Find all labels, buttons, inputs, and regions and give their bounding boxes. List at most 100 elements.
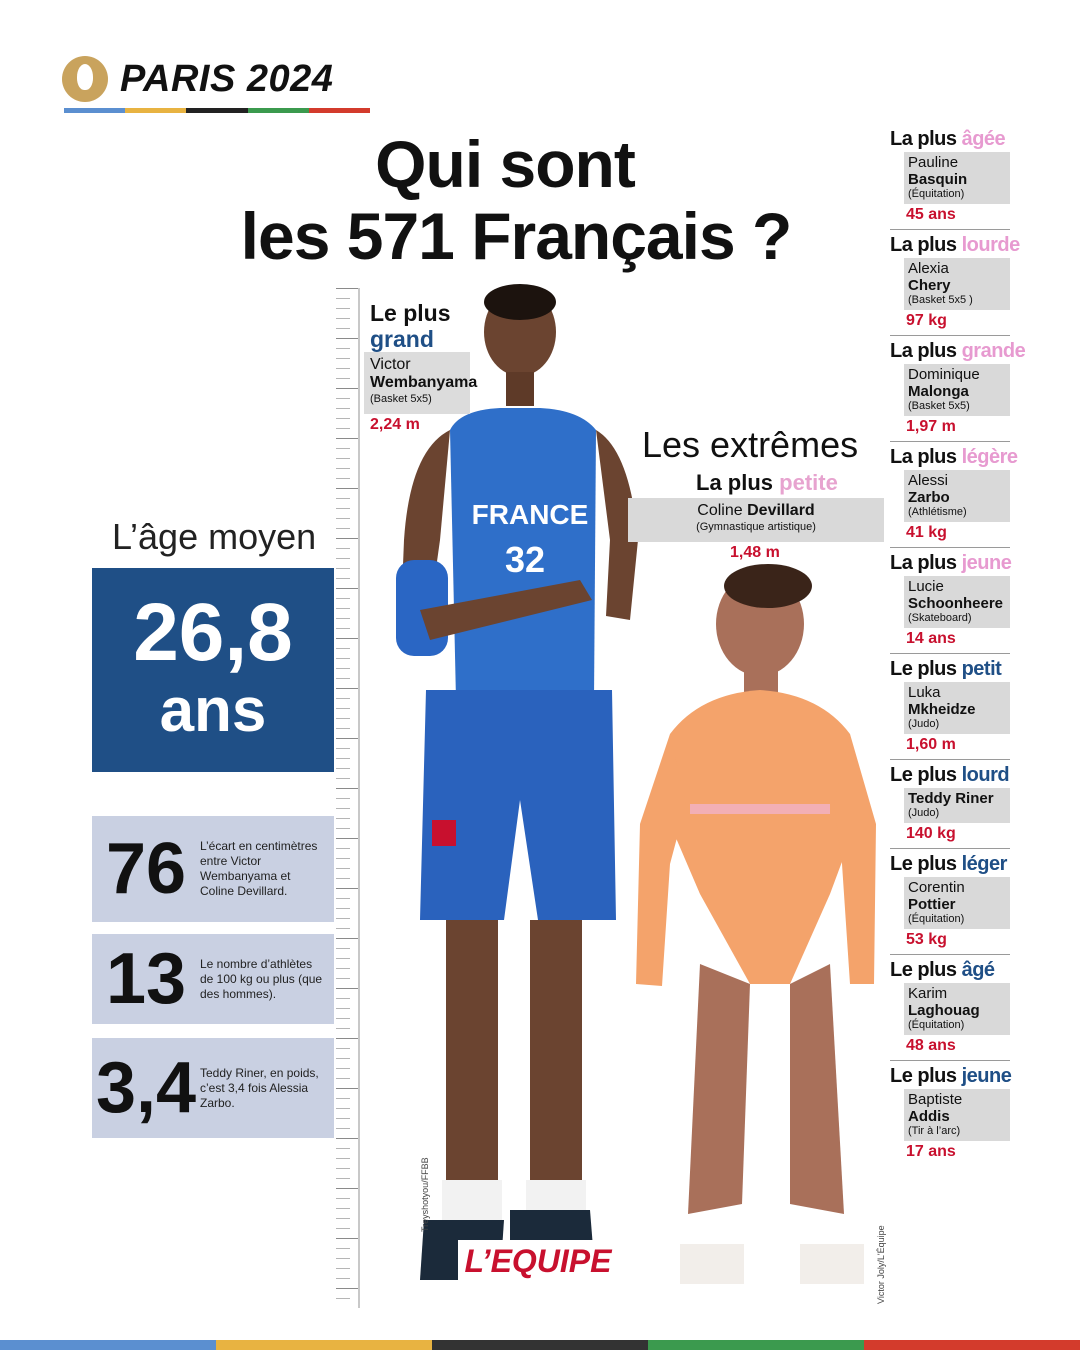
record-athlete-box: Lucie Schoonheere (Skateboard): [904, 576, 1010, 628]
record-lead: La plus: [890, 234, 957, 256]
athlete-last-name: Malonga: [908, 383, 969, 400]
athlete-first-name: Baptiste: [908, 1091, 963, 1108]
athlete-first-name: Alexia: [908, 260, 949, 277]
tallest-lead: Le plus: [370, 300, 451, 326]
record-entry: Le plus jeune Baptiste Addis (Tir à l’arc) 1…: [890, 1063, 1012, 1163]
athlete-last-name: Teddy Riner: [908, 790, 994, 807]
sponsor-logo: [432, 820, 456, 846]
athlete-sport: (Équitation): [908, 188, 965, 200]
athlete-first-name: Alessi: [908, 472, 949, 489]
average-age-value: 26,8: [133, 587, 293, 678]
athlete-sport: (Judo): [908, 807, 940, 819]
record-divider: [890, 229, 1010, 230]
record-accent: jeune: [961, 552, 1012, 574]
tallest-heading: Le plus grand: [370, 300, 451, 352]
record-athlete-box: Luka Mkheidze (Judo): [904, 682, 1010, 734]
record-lead: Le plus: [890, 658, 957, 680]
record-heading: La plus jeune: [890, 550, 1012, 576]
record-divider: [890, 759, 1010, 760]
tallest-accent: grand: [370, 326, 434, 352]
stripe-segment: [186, 108, 248, 113]
stripe-segment: [308, 108, 371, 113]
record-lead: La plus: [890, 128, 957, 150]
average-age-unit: ans: [159, 676, 267, 745]
athlete-sport: (Équitation): [908, 1019, 965, 1031]
record-divider: [890, 848, 1010, 849]
record-lead: Le plus: [890, 1065, 957, 1087]
record-lead: Le plus: [890, 959, 957, 981]
record-entry: La plus jeune Lucie Schoonheere (Skateboard…: [890, 550, 1012, 654]
athlete-sport: (Basket 5x5): [370, 393, 432, 405]
paris-2024-brand: PARIS 2024: [62, 56, 333, 102]
athlete-last-name: Laghouag: [908, 1002, 980, 1019]
record-heading: La plus lourde: [890, 232, 1020, 258]
athlete-sport: (Tir à l’arc): [908, 1125, 961, 1137]
stat-description: Teddy Riner, en poids, c’est 3,4 fois Al…: [200, 1065, 319, 1110]
gymnast-photo: [636, 564, 876, 1284]
record-divider: [890, 441, 1010, 442]
athlete-first-name: Luka: [908, 684, 941, 701]
athlete-sport: (Athlétisme): [908, 506, 967, 518]
athlete-last-name: Schoonheere: [908, 595, 1004, 612]
record-athlete-box: Pauline Basquin (Équitation): [904, 152, 1010, 204]
stripe-segment: [648, 1340, 864, 1350]
record-heading: Le plus lourd: [890, 762, 1012, 788]
record-heading: La plus légère: [890, 444, 1018, 470]
record-lead: La plus: [890, 446, 957, 468]
brand-color-stripe: [64, 108, 371, 113]
record-value: 48 ans: [906, 1037, 956, 1054]
record-lead: Le plus: [890, 853, 957, 875]
stat-card: 13 Le nombre d’athlètes de 100 kg ou plu…: [92, 934, 334, 1024]
stat-description: Le nombre d’athlètes de 100 kg ou plus (…: [200, 956, 323, 1001]
record-value: 14 ans: [906, 630, 956, 647]
title-line-2: les 571 Français ?: [240, 199, 793, 273]
record-divider: [890, 1060, 1010, 1061]
record-accent: petit: [961, 658, 1002, 680]
stat-description: L’écart en centimètres entre Victor Wemb…: [200, 839, 318, 898]
record-value: 17 ans: [906, 1143, 956, 1160]
record-lead: Le plus: [890, 764, 957, 786]
jersey-number: 32: [505, 539, 545, 580]
record-value: 1,60 m: [906, 736, 956, 753]
athlete-name: Coline Devillard: [628, 502, 884, 520]
record-divider: [890, 954, 1010, 955]
height-ruler: [336, 288, 360, 1308]
record-entry: Le plus lourd Teddy Riner (Judo) 140 kg: [890, 762, 1012, 849]
record-value: 53 kg: [906, 931, 947, 948]
brand-title: PARIS 2024: [120, 57, 334, 100]
record-heading: Le plus petit: [890, 656, 1012, 682]
record-entry: La plus grande Dominique Malonga (Basket 5x…: [890, 338, 1026, 442]
record-accent: âgé: [961, 959, 995, 981]
athlete-sport: (Judo): [908, 718, 940, 730]
jersey-text: FRANCE: [472, 499, 589, 530]
athlete-sport: (Skateboard): [908, 612, 972, 624]
record-accent: âgée: [961, 128, 1006, 150]
record-value: 97 kg: [906, 312, 947, 329]
athlete-last-name: Chery: [908, 277, 951, 294]
athlete-first-name: Dominique: [908, 366, 980, 383]
record-athlete-box: Karim Laghouag (Équitation): [904, 983, 1010, 1035]
record-divider: [890, 335, 1010, 336]
athlete-first-name: Victor: [370, 356, 411, 373]
title-line-1: Qui sont: [375, 127, 636, 201]
record-accent: léger: [961, 853, 1008, 875]
record-value: 41 kg: [906, 524, 947, 541]
record-divider: [890, 653, 1010, 654]
athlete-last-name: Wembanyama: [370, 374, 478, 391]
record-athlete-box: Corentin Pottier (Équitation): [904, 877, 1010, 929]
average-age-box: 26,8 ans: [92, 568, 334, 772]
record-accent: jeune: [961, 1065, 1012, 1087]
basketball-player-photo: FRANCE 32: [396, 284, 638, 1280]
athlete-last-name: Addis: [908, 1108, 950, 1125]
record-entry: La plus légère Alessi Zarbo (Athlétisme) 41 …: [890, 444, 1018, 548]
record-value: 45 ans: [906, 206, 956, 223]
record-accent: légère: [961, 446, 1018, 468]
athlete-sport: (Gymnastique artistique): [696, 521, 816, 533]
stripe-segment: [64, 108, 126, 113]
photo-credit: Treyshotyou/FFBB: [420, 1157, 430, 1232]
photo-credit: Victor Joly/L'Équipe: [876, 1225, 886, 1304]
tallest-athlete-box: Victor Wembanyama (Basket 5x5): [364, 352, 478, 414]
stat-card: 76 L’écart en centimètres entre Victor W…: [92, 816, 334, 922]
page-title: Qui sont les 571 Français ?: [200, 128, 810, 272]
athlete-sport: (Basket 5x5 ): [908, 294, 973, 306]
